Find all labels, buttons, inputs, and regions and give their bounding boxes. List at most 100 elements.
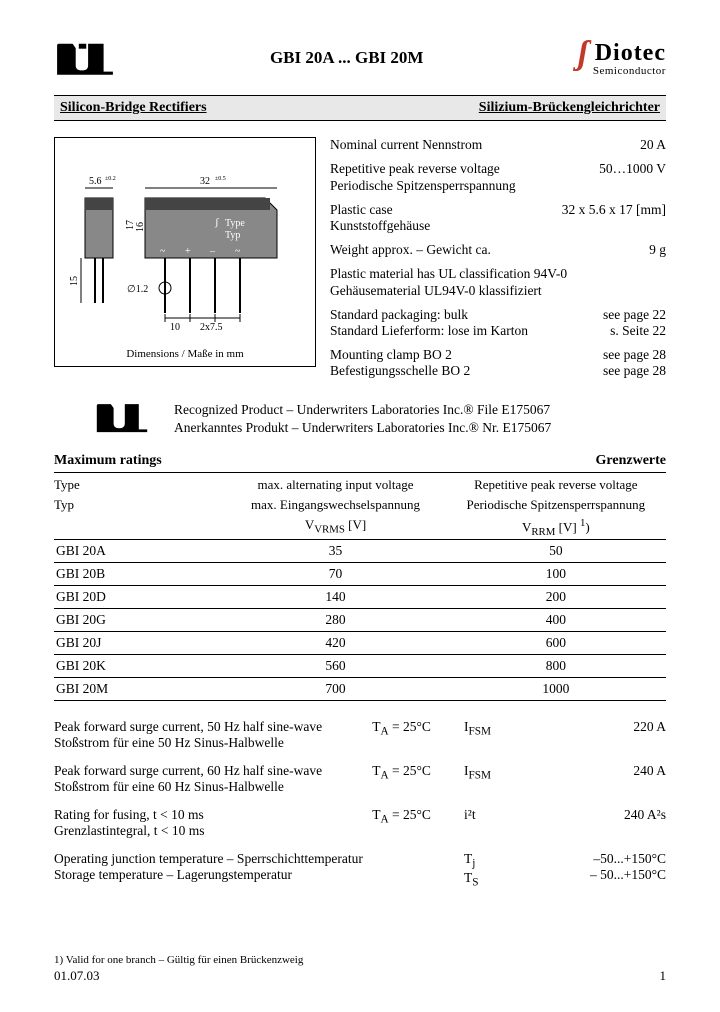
col-header: Type [54, 477, 225, 493]
table-row: GBI 20A3550 [54, 540, 666, 563]
param-desc-de: Grenzlastintegral, t < 10 ms [54, 823, 372, 839]
param-condition: TA = 25°C [372, 807, 464, 839]
table-row: GBI 20M7001000 [54, 678, 666, 701]
footnote: 1) Valid for one branch – Gültig für ein… [54, 954, 666, 966]
spec-value: see page 28 [603, 363, 666, 379]
spec-value: 32 x 5.6 x 17 [mm] [562, 202, 666, 234]
col-symbol: VVRMS [V] [225, 517, 445, 538]
svg-text:10: 10 [170, 322, 180, 333]
spec-value: see page 22 [603, 307, 666, 323]
table-row: GBI 20D140200 [54, 586, 666, 609]
param-desc-de: Stoßstrom für eine 60 Hz Sinus-Halbwelle [54, 779, 372, 795]
param-desc: Peak forward surge current, 60 Hz half s… [54, 763, 372, 779]
svg-text:~: ~ [160, 246, 166, 257]
param-symbol: IFSM [464, 719, 537, 751]
param-value: 240 A [537, 763, 666, 795]
brand-logo: ʃ Diotec Semiconductor [577, 40, 666, 77]
param-value: 220 A [537, 719, 666, 751]
parameters-block: Peak forward surge current, 50 Hz half s… [54, 719, 666, 888]
col-header: max. alternating input voltage [225, 477, 445, 493]
svg-text:~: ~ [235, 246, 241, 257]
spec-value: 20 A [640, 137, 666, 153]
svg-text:–: – [209, 246, 216, 257]
param-value: 240 A²s [537, 807, 666, 839]
svg-text:Type: Type [225, 218, 245, 229]
spec-label: Plastic case [330, 202, 554, 218]
svg-text:ʃ: ʃ [214, 216, 219, 228]
param-symbol: IFSM [464, 763, 537, 795]
ratings-title-de: Grenzwerte [596, 453, 666, 469]
svg-text:±0.5: ±0.5 [215, 176, 226, 182]
dimension-drawing: 5.6±0.2 Type Typ ʃ ~ + – ~ 32±0.5 17 16 … [65, 158, 305, 348]
col-header: Repetitive peak reverse voltage [446, 477, 666, 493]
param-symbol: i²t [464, 807, 537, 839]
col-header-de: max. Eingangswechselspannung [225, 497, 445, 513]
spec-value: 50…1000 V [599, 161, 666, 193]
ul-text-en: Recognized Product – Underwriters Labora… [174, 401, 551, 419]
spec-label-de: Gehäusematerial UL94V-0 klassifiziert [330, 283, 666, 299]
svg-text:5.6: 5.6 [89, 176, 102, 187]
spec-label-de: Periodische Spitzensperrspannung [330, 178, 591, 194]
param-desc: Peak forward surge current, 50 Hz half s… [54, 719, 372, 735]
spec-label: Repetitive peak reverse voltage [330, 161, 591, 177]
param-desc: Rating for fusing, t < 10 ms [54, 807, 372, 823]
diagram-caption: Dimensions / Maße in mm [126, 348, 243, 360]
footer-date: 01.07.03 [54, 968, 100, 984]
brand-subtitle: Semiconductor [593, 65, 666, 77]
param-value: – 50...+150°C [537, 867, 666, 883]
spec-label-de: Befestigungsschelle BO 2 [330, 363, 595, 379]
ul-recognition-note: Recognized Product – Underwriters Labora… [94, 401, 666, 436]
page-footer: 1) Valid for one branch – Gültig für ein… [54, 954, 666, 984]
col-symbol: VRRM [V] 1) [446, 517, 666, 538]
svg-text:∅1.2: ∅1.2 [127, 284, 148, 295]
ratings-title-en: Maximum ratings [54, 453, 162, 469]
page-header: GBI 20A ... GBI 20M ʃ Diotec Semiconduct… [54, 40, 666, 77]
quick-specs: Nominal current Nennstrom 20 A Repetitive… [330, 137, 666, 387]
overview-row: 5.6±0.2 Type Typ ʃ ~ + – ~ 32±0.5 17 16 … [54, 137, 666, 387]
ul-text-de: Anerkanntes Produkt – Underwriters Labor… [174, 419, 551, 437]
ul-recognized-logo [54, 40, 116, 76]
param-desc-de: Storage temperature – Lagerungstemperatu… [54, 867, 372, 883]
spec-value: s. Seite 22 [603, 323, 666, 339]
param-value: –50...+150°C [537, 851, 666, 867]
svg-text:±0.2: ±0.2 [105, 176, 116, 182]
spec-value: 9 g [649, 242, 666, 258]
ratings-column-headers: Type max. alternating input voltage Repe… [54, 475, 666, 541]
param-condition: TA = 25°C [372, 719, 464, 751]
section-title-de: Silizium-Brückengleichrichter [479, 100, 660, 116]
param-condition: TA = 25°C [372, 763, 464, 795]
svg-text:Typ: Typ [225, 230, 240, 241]
spec-label: Weight approx. – Gewicht ca. [330, 242, 641, 258]
table-row: GBI 20B70100 [54, 563, 666, 586]
brand-symbol: ʃ [577, 40, 588, 67]
svg-text:16: 16 [135, 222, 146, 232]
spec-label-de: Kunststoffgehäuse [330, 218, 554, 234]
col-header-de: Typ [54, 497, 225, 513]
section-title-bar: Silicon-Bridge Rectifiers Silizium-Brück… [54, 95, 666, 121]
section-title-en: Silicon-Bridge Rectifiers [60, 100, 207, 116]
brand-name: Diotec [595, 40, 666, 67]
table-row: GBI 20G280400 [54, 609, 666, 632]
svg-text:32: 32 [200, 176, 210, 187]
spec-label: Nominal current Nennstrom [330, 137, 632, 153]
spec-label: Mounting clamp BO 2 [330, 347, 595, 363]
spec-label: Plastic material has UL classification 9… [330, 266, 666, 282]
spec-label-de: Standard Lieferform: lose im Karton [330, 323, 595, 339]
svg-text:+: + [185, 246, 191, 257]
col-header-de: Periodische Spitzensperrspannung [446, 497, 666, 513]
param-desc-de: Stoßstrom für eine 50 Hz Sinus-Halbwelle [54, 735, 372, 751]
part-number-title: GBI 20A ... GBI 20M [270, 48, 424, 68]
svg-text:2x7.5: 2x7.5 [200, 322, 223, 333]
ul-recognized-logo [94, 401, 150, 433]
ratings-table: GBI 20A3550GBI 20B70100GBI 20D140200GBI … [54, 540, 666, 701]
spec-label: Standard packaging: bulk [330, 307, 595, 323]
param-symbol: TjTS [464, 851, 537, 888]
ratings-title: Maximum ratings Grenzwerte [54, 453, 666, 473]
page-number: 1 [660, 968, 667, 984]
param-desc: Operating junction temperature – Sperrsc… [54, 851, 372, 867]
table-row: GBI 20K560800 [54, 655, 666, 678]
svg-text:15: 15 [69, 276, 80, 286]
package-diagram: 5.6±0.2 Type Typ ʃ ~ + – ~ 32±0.5 17 16 … [54, 137, 316, 367]
spec-value: see page 28 [603, 347, 666, 363]
table-row: GBI 20J420600 [54, 632, 666, 655]
